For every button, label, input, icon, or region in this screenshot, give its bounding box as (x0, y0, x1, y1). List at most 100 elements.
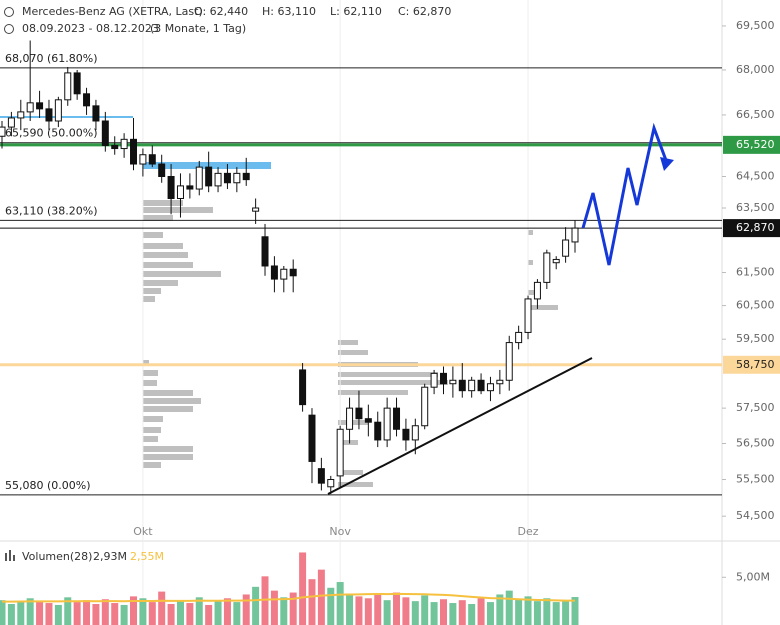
price-tag (723, 355, 780, 374)
volume-bar (355, 596, 363, 625)
candle-body (233, 172, 241, 184)
level-label: 65,590 (50.00%) (5, 127, 98, 140)
candle-body (402, 428, 410, 441)
y-tick-label: 56,500 (736, 437, 775, 450)
candle-body (280, 268, 288, 280)
candle-body (167, 175, 175, 199)
price-tag-label: 58,750 (736, 358, 775, 371)
candle-body (242, 172, 250, 181)
candle-body (195, 166, 203, 190)
volume-bar (543, 598, 551, 625)
candle-body (223, 172, 231, 184)
candle-body (355, 407, 363, 420)
volume-bar (92, 604, 100, 625)
volume-bar (73, 602, 81, 625)
y-tick-label: 69,500 (736, 19, 775, 32)
candle-body (562, 239, 570, 257)
volume-bar (176, 600, 184, 625)
candle-body (393, 407, 401, 430)
candle-body (533, 281, 541, 300)
price-tag-label: 65,520 (736, 138, 775, 151)
icon (9, 550, 11, 561)
volume-bar (111, 603, 119, 625)
volume-bar (533, 601, 541, 625)
icon (13, 555, 15, 561)
volume-bar (430, 602, 438, 625)
volume-bar (477, 598, 485, 625)
volume-bar (54, 604, 62, 625)
volume-title: Volumen(28) (22, 550, 92, 563)
candle-body (36, 102, 44, 110)
volume-bar (186, 603, 194, 625)
price-tag (723, 219, 780, 238)
candle-body (214, 172, 222, 187)
candle-body (317, 468, 325, 484)
volume-profile (0, 116, 558, 487)
candle-body (336, 428, 344, 477)
volume-bar (346, 593, 354, 625)
volume-bar (261, 576, 269, 625)
volume-bar (496, 594, 504, 625)
candle-body (176, 185, 184, 199)
volume-bar (299, 552, 307, 625)
candle-body (45, 108, 53, 122)
volume-bar (449, 603, 457, 625)
candle-body (346, 407, 354, 430)
volume-bar (402, 597, 410, 625)
volume-bar (242, 594, 250, 625)
volume-bar (486, 602, 494, 625)
volume-tick-label: 5,00M (736, 570, 770, 583)
volume-bar (233, 602, 241, 625)
candle-body (524, 298, 532, 333)
volume-bar (64, 597, 72, 625)
volume-bar (252, 586, 260, 625)
volume-bar (562, 600, 570, 625)
volume-bar (223, 598, 231, 625)
candle-body (364, 418, 372, 423)
volume-bar (439, 599, 447, 625)
volume-ma-label: 2,55M (130, 550, 164, 563)
candle-body (111, 144, 119, 150)
icon (4, 7, 14, 17)
volume-bar (158, 591, 166, 625)
volume-bar (552, 602, 560, 625)
candle-body (299, 369, 307, 406)
candle-body (186, 185, 194, 190)
y-tick-label: 54,500 (736, 509, 775, 522)
candle-body (430, 372, 438, 388)
volume-bar (327, 587, 335, 625)
volume-bar (195, 597, 203, 625)
y-tick-label: 61,500 (736, 266, 775, 279)
candle-body (17, 111, 25, 119)
level-label: 63,110 (38.20%) (5, 204, 98, 217)
volume-bar (280, 597, 288, 625)
volume-bar (393, 592, 401, 625)
title: Mercedes-Benz AG (XETRA, Last) (22, 5, 203, 18)
volume-bar (148, 602, 156, 625)
candle-body (308, 414, 316, 462)
candle-body (54, 99, 62, 122)
candle-body (477, 379, 485, 392)
y-tick-label: 68,000 (736, 63, 775, 76)
x-tick-label: Nov (329, 525, 351, 538)
volume-bar (7, 604, 15, 625)
candle-body (289, 268, 297, 277)
candle-body (374, 421, 382, 441)
arrow-head (660, 157, 674, 171)
volume-bar (0, 600, 6, 625)
volume-bar (26, 598, 34, 625)
candle-body (543, 252, 551, 283)
volume-bar (270, 590, 278, 625)
volume-bar (411, 601, 419, 625)
candle-body (148, 154, 156, 165)
icon (5, 553, 7, 561)
quote: H: 63,110 (262, 5, 316, 18)
candle-body (383, 407, 391, 441)
volume-bar (130, 596, 138, 625)
candle-body (64, 72, 72, 101)
candle-body (130, 138, 138, 165)
candle-body (496, 379, 504, 385)
candle-body (327, 479, 335, 488)
